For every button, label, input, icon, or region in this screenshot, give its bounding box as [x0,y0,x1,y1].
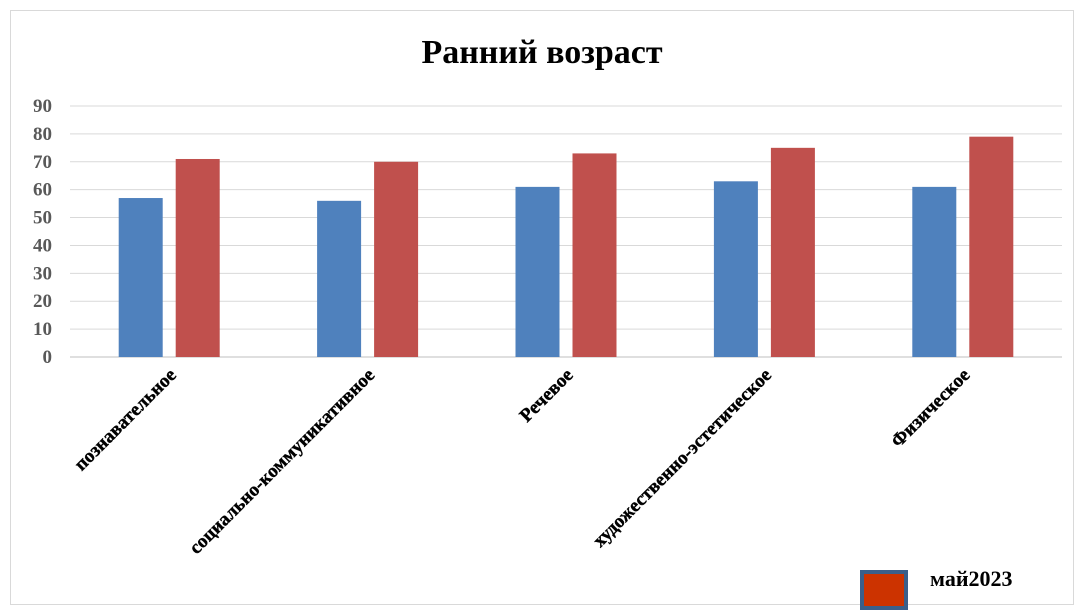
y-tick-label: 60 [33,180,52,201]
x-category-label: художественно-эстетическое [589,365,776,552]
bar-series-1-4 [713,181,758,357]
y-axis-ticks: 0 10 20 30 40 50 60 70 80 90 [33,96,52,368]
x-category-label: социально-коммуникативное [185,365,379,559]
legend-label: май2023 [930,566,1013,591]
y-tick-label: 80 [33,124,52,145]
bar-series-1-5 [912,186,957,357]
legend: май2023 [860,566,1013,610]
y-tick-label: 50 [33,208,52,229]
x-category-label: Речевое [516,365,578,427]
y-tick-label: 20 [33,291,52,312]
x-category-label: Физическое [887,365,974,452]
bar-series-1-2 [317,200,362,357]
gridlines [70,105,1062,358]
y-tick-label: 40 [33,235,52,256]
bar-series-2-5 [969,136,1014,357]
chart-title: Ранний возраст [421,34,662,71]
bar-series-2-2 [374,161,419,357]
bar-series-1-1 [118,198,163,357]
x-category-label: познавательное [70,365,180,475]
y-tick-label: 0 [43,347,53,368]
bars [118,136,1014,357]
bar-series-1-3 [515,186,560,357]
legend-swatch [860,570,908,610]
y-tick-label: 30 [33,263,52,284]
bar-series-2-4 [770,147,815,357]
bar-series-2-3 [572,153,617,357]
bar-series-2-1 [175,158,220,357]
y-tick-label: 70 [33,152,52,173]
y-tick-label: 10 [33,319,52,340]
y-tick-label: 90 [33,96,52,117]
x-axis-labels: познавательное социально-коммуникативное Р… [70,364,974,559]
